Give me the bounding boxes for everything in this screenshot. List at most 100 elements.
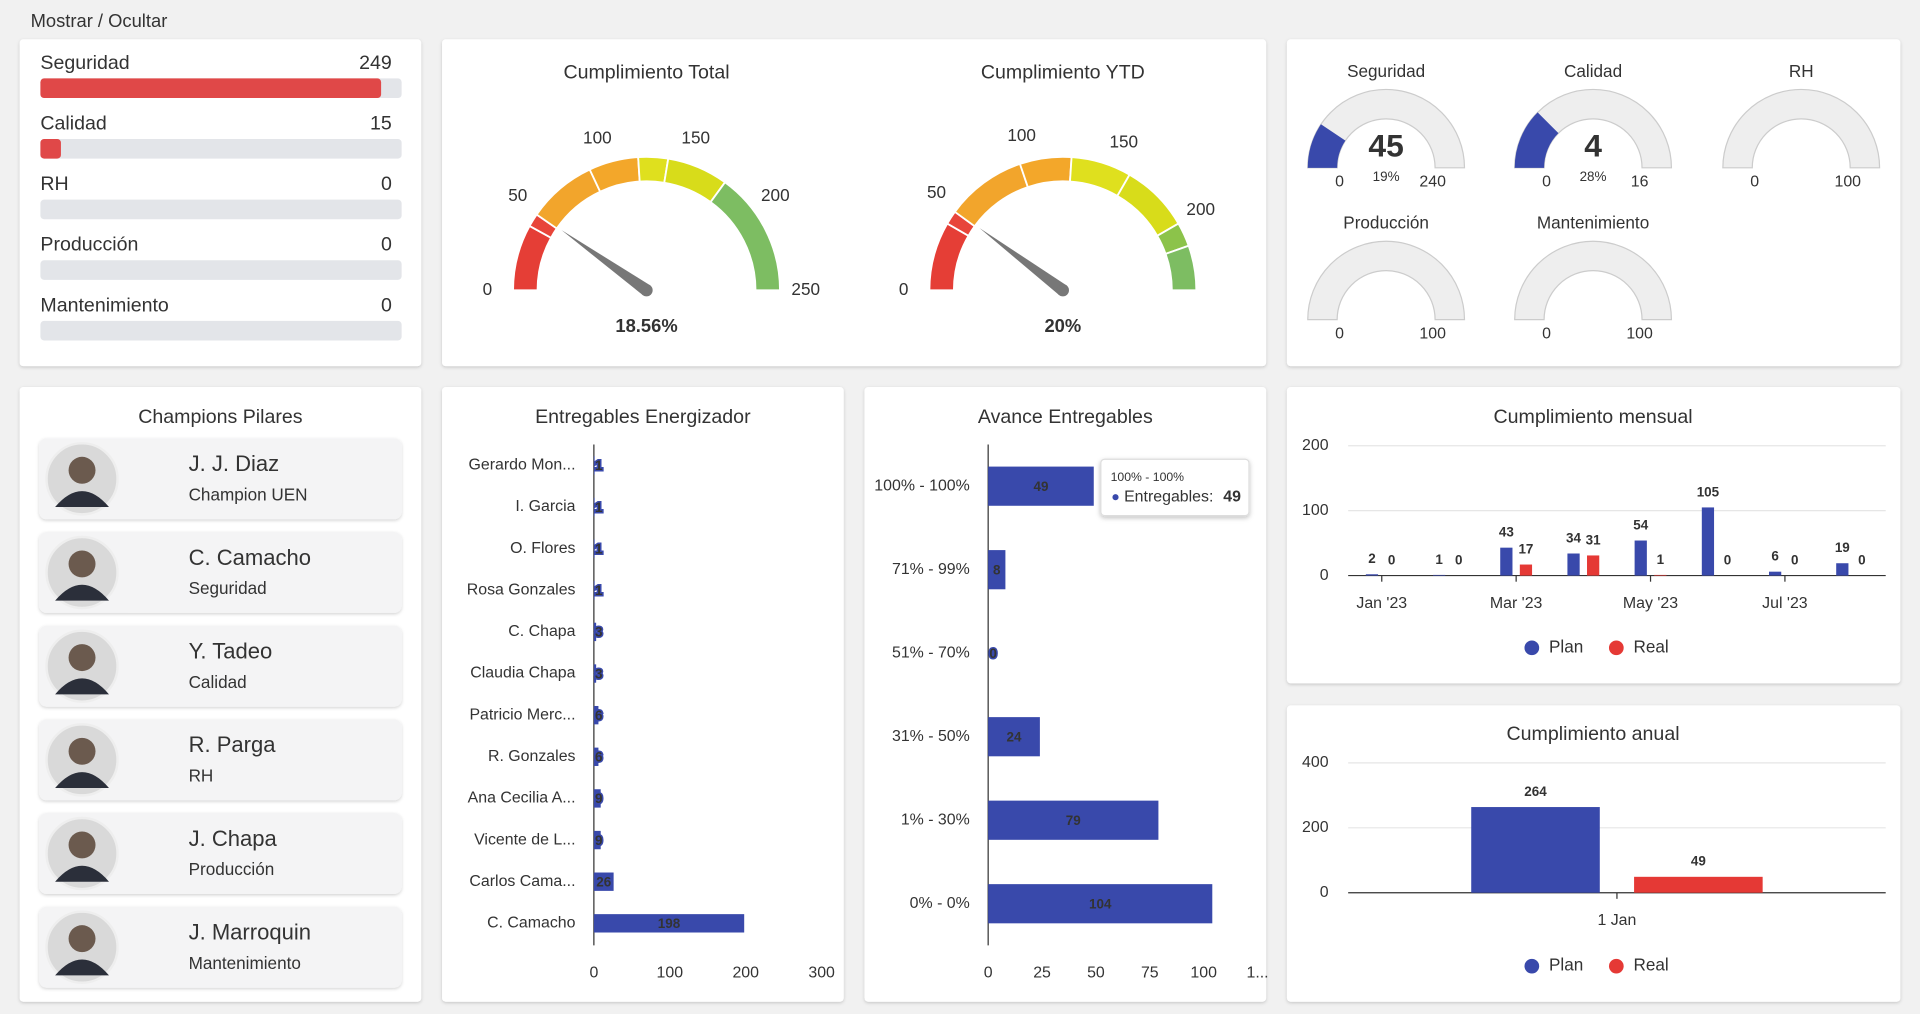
bar	[593, 622, 597, 642]
category-label: 1% - 30%	[901, 811, 970, 828]
champion-photo-head	[68, 831, 96, 859]
champion-card	[39, 719, 402, 801]
bar	[1587, 555, 1600, 576]
bar	[593, 664, 597, 683]
x-tick-label: 300	[808, 965, 835, 982]
category-label: I. Garcia	[515, 498, 575, 515]
value-label: 105	[1697, 484, 1720, 499]
champion-role: RH	[189, 766, 214, 786]
category-label: 100% - 100%	[874, 477, 970, 494]
value-label: 6	[595, 750, 602, 765]
bar	[988, 884, 1213, 924]
value-label: 104	[1089, 897, 1112, 912]
gauge-band	[637, 155, 670, 184]
champion-photo-head	[68, 737, 96, 765]
bar	[1769, 571, 1782, 576]
bar	[1500, 547, 1513, 576]
champion-photo-head	[68, 644, 96, 672]
pillar-value: 0	[381, 173, 392, 195]
value-label: 24	[1007, 730, 1022, 745]
x-tick-label: Jan '23	[1356, 595, 1407, 612]
x-tick-label: May '23	[1623, 595, 1678, 612]
mini-gauge-track	[1514, 240, 1673, 321]
bar	[1365, 574, 1379, 576]
value-label: 1	[595, 500, 603, 515]
y-tick-label: 0	[1320, 884, 1329, 901]
gauge-tick-label: 50	[508, 185, 527, 205]
bar	[1634, 540, 1647, 576]
header-title[interactable]: Mostrar / Ocultar	[31, 10, 168, 31]
value-label: 0	[1455, 552, 1462, 567]
bar	[593, 789, 601, 808]
mini-gauge-value: 45	[1368, 128, 1403, 164]
gauge-tick-label: 50	[927, 182, 946, 202]
champion-photo-body	[55, 678, 109, 695]
mini-gauge-percent: 28%	[1580, 169, 1607, 184]
bar	[1567, 553, 1580, 576]
value-label: 43	[1499, 525, 1514, 540]
mini-gauge-min: 0	[1542, 326, 1551, 343]
legend-label: Plan	[1549, 955, 1583, 975]
champion-role: Seguridad	[189, 578, 267, 598]
value-label: 1	[1657, 552, 1665, 567]
champion-card	[39, 625, 402, 707]
mini-gauge-value: 4	[1584, 128, 1602, 164]
mini-gauge-percent: 19%	[1373, 169, 1400, 184]
gauge-tick-label: 250	[791, 279, 820, 299]
value-label: 2	[1368, 551, 1375, 566]
value-label: 9	[595, 791, 602, 806]
pillar-value: 249	[359, 52, 392, 74]
mini-gauge-title: Calidad	[1564, 61, 1622, 81]
value-label: 31	[1586, 532, 1601, 547]
category-label: Claudia Chapa	[470, 665, 575, 682]
x-tick-label: 100	[657, 965, 684, 982]
value-label: 6	[1771, 549, 1778, 564]
bar	[593, 747, 599, 766]
pillar-name: Seguridad	[40, 52, 129, 74]
champion-photo-body	[55, 772, 109, 789]
value-label: 3	[595, 666, 602, 681]
y-tick-label: 200	[1302, 819, 1329, 836]
pillar-value: 15	[370, 113, 392, 135]
bar	[1519, 564, 1533, 576]
category-label: O. Flores	[510, 540, 575, 557]
champion-card	[39, 438, 402, 520]
category-label: Rosa Gonzales	[467, 581, 576, 598]
pillar-name: Producción	[40, 234, 138, 256]
category-label: Vicente de L...	[474, 831, 575, 848]
bar	[1836, 563, 1849, 576]
gauge-tick-label: 150	[1109, 132, 1138, 152]
tooltip	[1100, 458, 1250, 517]
pillar-track	[40, 260, 402, 280]
category-label: Carlos Cama...	[469, 873, 575, 890]
gauge-label: 20%	[1044, 315, 1081, 336]
champion-role: Mantenimiento	[189, 953, 301, 973]
x-tick-label: 0	[589, 965, 598, 982]
bar	[1654, 574, 1667, 576]
mini-gauge-title: Producción	[1343, 213, 1429, 233]
mini-gauge-title: Seguridad	[1347, 61, 1425, 81]
pillar-name: Mantenimiento	[40, 294, 169, 316]
champion-name: J. Marroquin	[189, 920, 311, 945]
value-label: 0	[1724, 552, 1731, 567]
mini-gauge-fill	[1307, 124, 1346, 168]
bar	[1701, 507, 1715, 576]
bar	[988, 550, 1006, 590]
value-label: 3	[595, 625, 602, 640]
mini-gauge-title: RH	[1789, 61, 1814, 81]
bar	[593, 830, 601, 850]
x-tick-label: 100	[1190, 965, 1217, 982]
y-tick-label: 0	[1320, 567, 1329, 584]
pillar-bar	[40, 78, 382, 99]
gauge-band	[1164, 244, 1198, 292]
legend-marker	[1608, 958, 1624, 974]
value-label: 0	[1388, 552, 1395, 567]
bar	[593, 539, 595, 558]
champion-card	[39, 906, 402, 988]
chart-title: Cumplimiento mensual	[1493, 406, 1692, 428]
category-label: Gerardo Mon...	[469, 457, 576, 474]
bar	[593, 581, 595, 600]
bar	[593, 456, 595, 475]
gauge-title: Cumplimiento YTD	[981, 62, 1145, 84]
